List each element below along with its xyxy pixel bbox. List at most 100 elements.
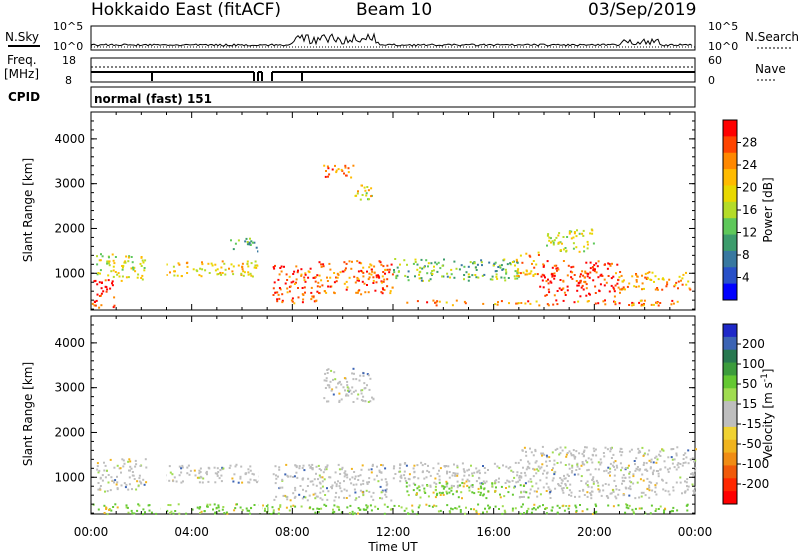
echo-cell bbox=[237, 239, 240, 242]
echo-cell bbox=[659, 302, 662, 304]
echo-cell bbox=[180, 471, 183, 474]
echo-cell bbox=[482, 511, 484, 514]
echo-cell bbox=[627, 507, 630, 510]
echo-cell bbox=[553, 277, 556, 280]
echo-cell bbox=[293, 270, 296, 273]
echo-cell bbox=[511, 261, 514, 263]
echo-cell bbox=[404, 462, 407, 464]
echo-cell bbox=[460, 491, 463, 494]
echo-cell bbox=[101, 474, 104, 477]
echo-cell bbox=[576, 229, 578, 232]
echo-cell bbox=[611, 262, 613, 265]
echo-cell bbox=[470, 484, 473, 487]
echo-cell bbox=[635, 273, 638, 276]
echo-cell bbox=[279, 267, 282, 269]
echo-cell bbox=[568, 463, 571, 466]
echo-cell bbox=[228, 267, 230, 270]
beam-label: Beam 10 bbox=[356, 0, 432, 20]
echo-cell bbox=[619, 291, 621, 294]
echo-cell bbox=[491, 485, 494, 488]
echo-cell bbox=[314, 511, 317, 514]
echo-cell bbox=[637, 447, 640, 450]
echo-cell bbox=[434, 261, 437, 264]
echo-cell bbox=[420, 461, 423, 464]
echo-cell bbox=[691, 483, 694, 486]
echo-cell bbox=[356, 192, 359, 195]
echo-cell bbox=[210, 262, 213, 265]
echo-cell bbox=[341, 270, 344, 273]
echo-cell bbox=[406, 490, 409, 493]
echo-cell bbox=[347, 394, 350, 397]
echo-cell bbox=[419, 266, 422, 269]
echo-cell bbox=[559, 452, 562, 455]
echo-cell bbox=[400, 476, 403, 479]
echo-cell bbox=[333, 291, 335, 294]
echo-cell bbox=[107, 279, 110, 282]
echo-cell bbox=[414, 261, 417, 263]
echo-cell bbox=[106, 260, 109, 263]
echo-cell bbox=[178, 474, 181, 477]
echo-cell bbox=[468, 486, 471, 489]
echo-region-7 bbox=[323, 367, 375, 403]
echo-cell bbox=[331, 168, 334, 171]
echo-cell bbox=[104, 476, 107, 479]
echo-cell bbox=[232, 265, 235, 268]
echo-cell bbox=[231, 270, 234, 273]
echo-cell bbox=[547, 486, 550, 489]
echo-cell bbox=[312, 493, 315, 496]
echo-cell bbox=[546, 244, 548, 247]
colorbar-tick-label: -200 bbox=[742, 477, 769, 491]
echo-cell bbox=[213, 503, 216, 506]
echo-cell bbox=[314, 497, 317, 500]
echo-cell bbox=[222, 506, 225, 508]
colorbar-swatch bbox=[723, 362, 737, 376]
echo-cell bbox=[127, 256, 130, 259]
echo-cell bbox=[329, 285, 332, 288]
echo-cell bbox=[530, 511, 533, 514]
cpid-text: normal (fast) 151 bbox=[94, 92, 212, 106]
echo-cell bbox=[613, 479, 616, 482]
echo-cell bbox=[592, 267, 595, 270]
echo-cell bbox=[434, 496, 437, 499]
echo-cell bbox=[566, 480, 569, 483]
echo-cell bbox=[250, 507, 252, 510]
echo-cell bbox=[627, 464, 630, 467]
echo-cell bbox=[247, 471, 250, 474]
echo-cell bbox=[99, 476, 102, 479]
echo-cell bbox=[463, 274, 466, 276]
echo-cell bbox=[371, 463, 374, 466]
echo-cell bbox=[221, 508, 224, 511]
echo-cell bbox=[499, 266, 502, 269]
echo-cell bbox=[109, 287, 112, 290]
echo-cell bbox=[570, 471, 573, 474]
echo-cell bbox=[199, 471, 202, 473]
echo-cell bbox=[519, 254, 522, 257]
echo-cell bbox=[221, 260, 224, 263]
echo-cell bbox=[553, 264, 556, 267]
echo-cell bbox=[334, 496, 337, 499]
echo-cell bbox=[437, 261, 440, 264]
echo-cell bbox=[664, 489, 667, 492]
echo-cell bbox=[614, 301, 617, 303]
echo-cell bbox=[687, 449, 690, 452]
echo-cell bbox=[562, 248, 565, 251]
echo-cell bbox=[494, 270, 497, 273]
echo-cell bbox=[578, 495, 581, 498]
echo-cell bbox=[596, 265, 599, 268]
echo-cell bbox=[412, 467, 415, 470]
echo-cell bbox=[370, 273, 373, 276]
echo-cell bbox=[575, 469, 578, 471]
echo-cell bbox=[458, 268, 461, 271]
echo-cell bbox=[165, 274, 168, 276]
freq-tick-top: 18 bbox=[62, 54, 76, 67]
echo-cell bbox=[559, 485, 562, 487]
echo-cell bbox=[351, 513, 354, 516]
echo-cell bbox=[389, 292, 392, 295]
echo-cell bbox=[272, 509, 275, 512]
echo-cell bbox=[616, 282, 619, 285]
echo-cell bbox=[388, 271, 391, 274]
echo-cell bbox=[582, 489, 585, 492]
echo-cell bbox=[665, 285, 668, 288]
echo-cell bbox=[566, 289, 569, 292]
echo-cell bbox=[691, 472, 694, 475]
